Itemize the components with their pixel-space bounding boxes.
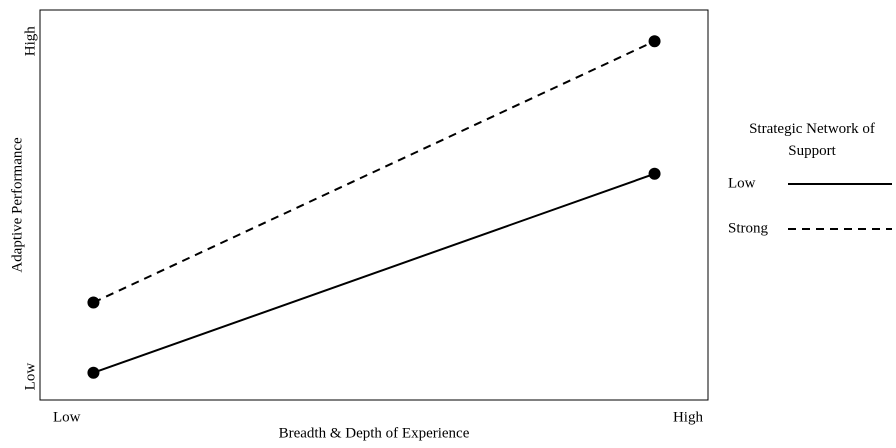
data-point [648,167,661,180]
data-point [648,35,661,48]
legend-title: Strategic Network of Support [749,121,875,159]
legend-label: Low [728,175,756,191]
y-tick-label: Low [22,363,38,391]
x-tick-label: Low [53,409,81,425]
series-line [93,40,655,304]
plot-frame [39,9,709,401]
legend-label: Strong [728,220,769,236]
y-axis-label: Adaptive Performance [9,137,25,273]
series-line [93,172,655,374]
x-axis-label: Breadth & Depth of Experience [279,425,470,441]
y-tick-label: High [22,26,38,57]
data-point [87,296,100,309]
x-tick-label: High [673,409,704,425]
data-point [87,366,100,379]
